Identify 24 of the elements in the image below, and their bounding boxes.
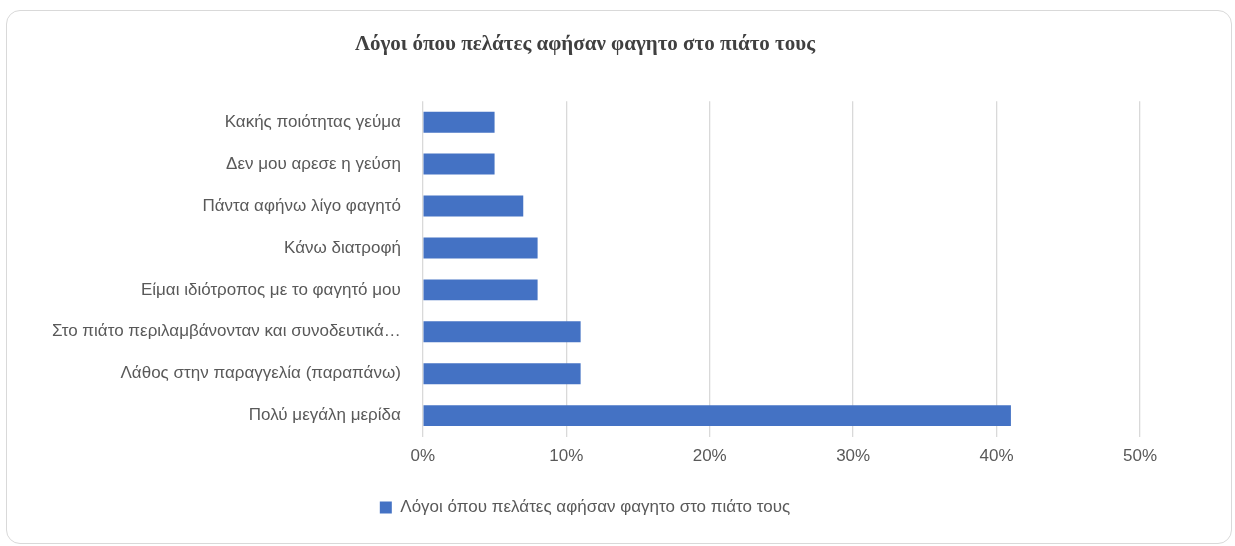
legend-label: Λόγοι όπου πελάτες αφήσαν φαγητο στο πιάτο τους: [400, 497, 791, 517]
bar: [423, 111, 495, 133]
bar: [423, 153, 495, 175]
y-tick-label: Πάντα αφήνω λίγο φαγητό: [202, 195, 401, 215]
x-tick-label: 30%: [836, 446, 871, 466]
y-tick-label: Είμαι ιδιότροπος με το φαγητό μου: [140, 279, 401, 299]
bar: [423, 237, 538, 259]
bar: [423, 363, 581, 385]
bar: [423, 195, 524, 217]
x-tick-label: 0%: [410, 446, 436, 466]
x-tick-label: 40%: [979, 446, 1014, 466]
x-tick-label: 50%: [1122, 446, 1158, 466]
y-tick-label: Πολύ μεγάλη μερίδα: [248, 405, 402, 425]
chart-title: Λόγοι όπου πελάτες αφήσαν φαγητο στο πιάτο τους: [354, 31, 817, 56]
y-tick-label: Κακής ποιότητας γεύμα: [224, 111, 402, 131]
bar: [423, 321, 581, 343]
y-tick-label: Κάνω διατροφή: [284, 237, 401, 257]
x-tick-label: 10%: [549, 446, 584, 466]
y-tick-label: Δεν μου αρεσε η γεύση: [226, 153, 401, 173]
x-tick-label: 20%: [692, 446, 727, 466]
bar: [423, 279, 538, 301]
y-tick-label: Στο πιάτο περιλαμβάνονταν και συνοδευτικά…: [52, 321, 401, 341]
y-tick-label: Λάθος στην παραγγελία (παραπάνω): [120, 363, 401, 383]
bar: [423, 405, 1011, 427]
